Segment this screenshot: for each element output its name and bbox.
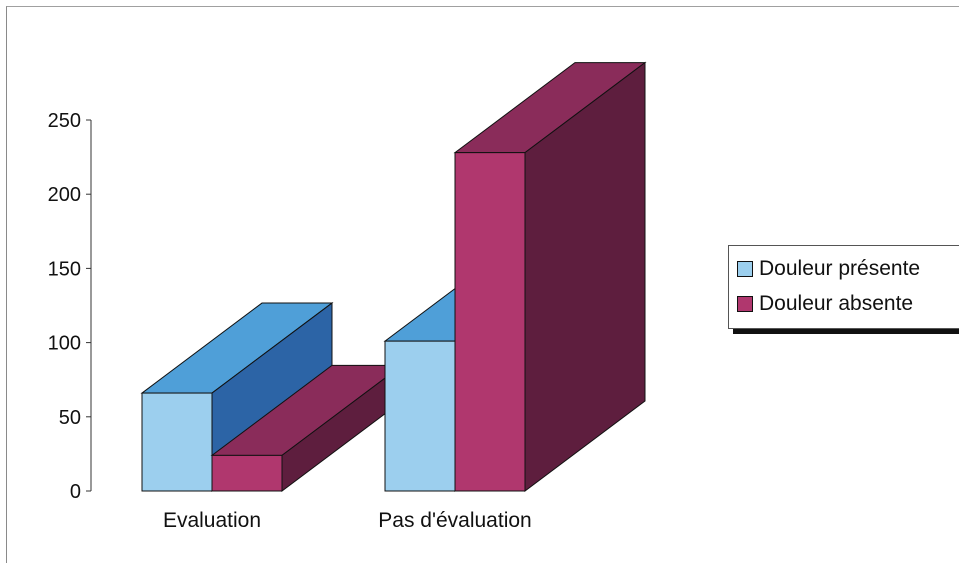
legend-swatch-absent — [737, 296, 753, 312]
legend-swatch-present — [737, 261, 753, 277]
bar-front-face — [211, 454, 283, 492]
legend: Douleur présente Douleur absente — [728, 245, 959, 329]
bar-front-face — [384, 340, 456, 492]
y-axis: 0 50 100 150 200 250 — [48, 110, 92, 503]
bar-absent-1 — [453, 61, 647, 492]
legend-item-present: Douleur présente — [737, 255, 920, 283]
y-tick-label: 100 — [48, 333, 81, 355]
x-category-label: Evaluation — [163, 509, 261, 532]
y-tick-label: 200 — [48, 184, 81, 206]
bars — [140, 61, 647, 492]
bar-absent-0 — [210, 364, 404, 492]
legend-shadow — [733, 329, 959, 334]
legend-label-present: Douleur présente — [759, 257, 921, 280]
y-tick-label: 150 — [48, 258, 81, 280]
category-labels: Evaluation Pas d'évaluation — [163, 509, 532, 532]
legend-item-absent: Douleur absente — [737, 290, 913, 318]
y-tick-label: 50 — [59, 407, 81, 429]
bar-front-face — [141, 392, 213, 492]
x-category-label: Pas d'évaluation — [378, 509, 531, 532]
y-tick-label: 0 — [70, 481, 81, 503]
legend-label-absent: Douleur absente — [759, 292, 914, 315]
bar-front-face — [454, 152, 526, 492]
y-tick-label: 250 — [48, 110, 81, 132]
